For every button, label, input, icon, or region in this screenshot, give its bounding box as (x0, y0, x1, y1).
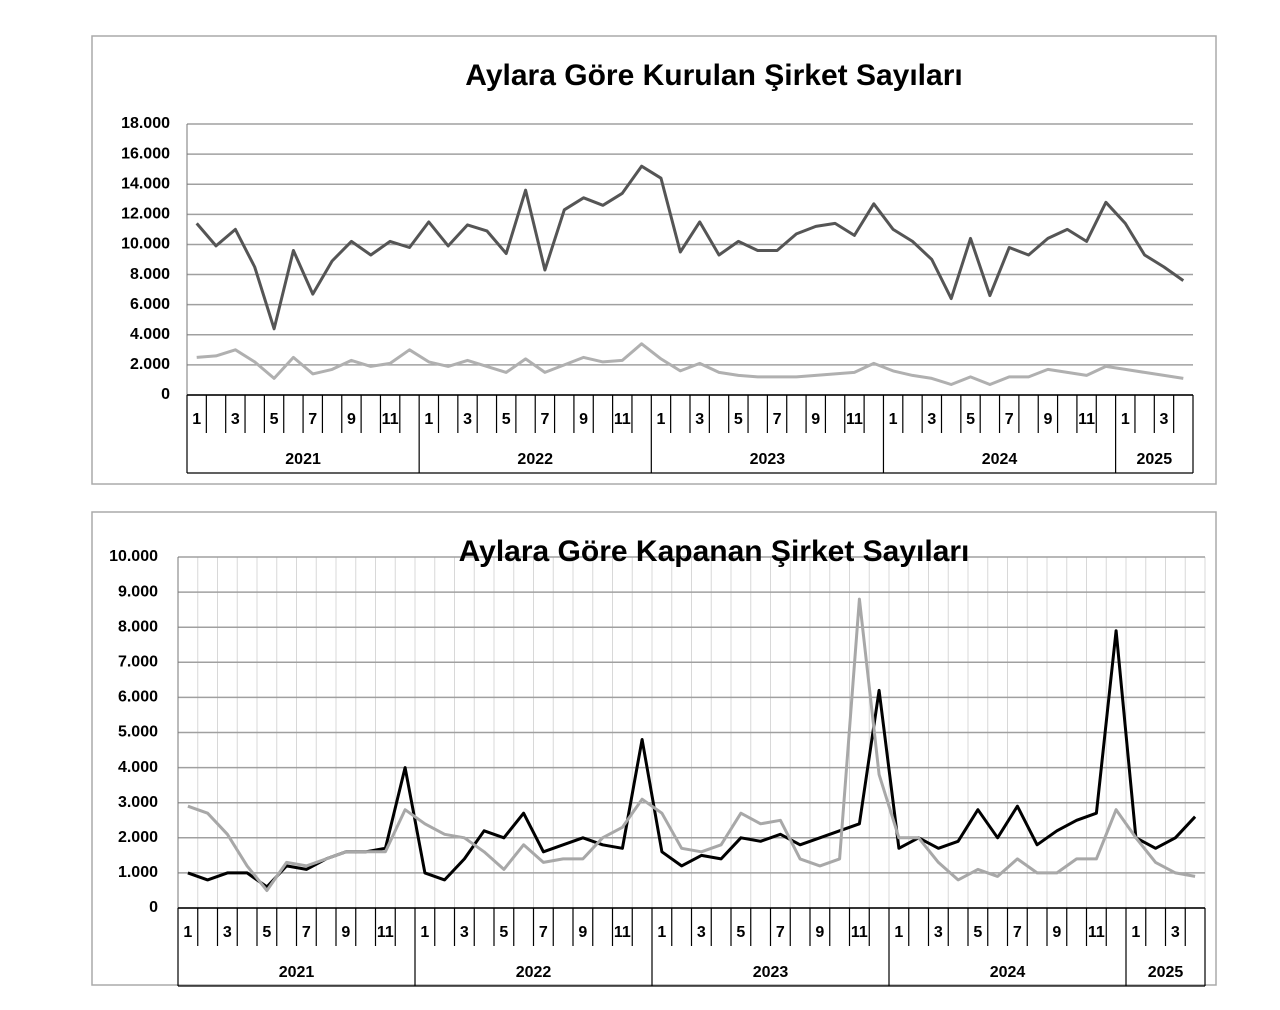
x-tick-label: 5 (502, 411, 511, 428)
y-tick-label: 0 (149, 899, 158, 916)
x-tick-label: 5 (973, 924, 982, 941)
x-tick-label: 1 (889, 411, 898, 428)
x-tick-label: 11 (1088, 924, 1105, 941)
y-tick-label: 6.000 (118, 689, 158, 706)
chart-title: Aylara Göre Kapanan Şirket Sayıları (459, 535, 970, 568)
x-tick-label: 5 (262, 924, 271, 941)
x-tick-label: 3 (697, 924, 706, 941)
x-tick-label: 7 (540, 411, 549, 428)
x-tick-label: 9 (1043, 411, 1052, 428)
x-tick-label: 11 (377, 924, 394, 941)
series-line (187, 597, 1196, 892)
y-tick-label: 5.000 (118, 724, 158, 741)
x-tick-label: 7 (776, 924, 785, 941)
x-tick-label: 5 (966, 411, 975, 428)
chart-frame (91, 35, 1217, 485)
x-group-label: 2021 (279, 964, 315, 981)
x-tick-label: 9 (578, 924, 587, 941)
x-tick-label: 7 (1005, 411, 1014, 428)
y-tick-label: 7.000 (118, 654, 158, 671)
x-tick-label: 3 (695, 411, 704, 428)
x-tick-label: 1 (1131, 924, 1140, 941)
x-tick-label: 1 (183, 924, 192, 941)
x-tick-label: 5 (736, 924, 745, 941)
x-tick-label: 3 (934, 924, 943, 941)
x-tick-label: 11 (851, 924, 868, 941)
chart-frame (91, 511, 1217, 986)
y-tick-label: 2.000 (130, 356, 170, 373)
x-group-label: 2022 (517, 451, 553, 468)
x-tick-label: 3 (460, 924, 469, 941)
y-tick-label: 18.000 (121, 115, 170, 132)
x-tick-label: 1 (657, 924, 666, 941)
x-tick-label: 1 (894, 924, 903, 941)
x-tick-label: 7 (302, 924, 311, 941)
x-tick-label: 7 (539, 924, 548, 941)
x-group-label: 2023 (750, 451, 786, 468)
y-tick-label: 1.000 (118, 864, 158, 881)
x-tick-label: 5 (734, 411, 743, 428)
x-tick-label: 11 (382, 411, 399, 428)
y-tick-label: 6.000 (130, 296, 170, 313)
y-tick-label: 2.000 (118, 829, 158, 846)
x-tick-label: 3 (463, 411, 472, 428)
x-tick-label: 1 (424, 411, 433, 428)
x-tick-label: 3 (1171, 924, 1180, 941)
x-group-label: 2023 (753, 964, 789, 981)
series-line (196, 342, 1184, 386)
y-tick-label: 4.000 (118, 759, 158, 776)
y-tick-label: 4.000 (130, 326, 170, 343)
x-group-label: 2025 (1148, 964, 1184, 981)
y-tick-label: 10.000 (121, 236, 170, 253)
x-group-label: 2024 (990, 964, 1026, 981)
chart-title: Aylara Göre Kurulan Şirket Sayıları (465, 59, 962, 92)
x-tick-label: 9 (347, 411, 356, 428)
x-tick-label: 7 (773, 411, 782, 428)
x-tick-label: 7 (308, 411, 317, 428)
y-tick-label: 14.000 (121, 175, 170, 192)
x-tick-label: 11 (846, 411, 863, 428)
y-tick-label: 3.000 (118, 794, 158, 811)
x-tick-label: 3 (223, 924, 232, 941)
x-tick-label: 5 (499, 924, 508, 941)
x-tick-label: 3 (1160, 411, 1169, 428)
x-tick-label: 9 (811, 411, 820, 428)
y-tick-label: 8.000 (118, 618, 158, 635)
x-group-label: 2021 (285, 451, 321, 468)
x-tick-label: 9 (579, 411, 588, 428)
x-tick-label: 1 (657, 411, 666, 428)
x-tick-label: 11 (614, 924, 631, 941)
y-tick-label: 9.000 (118, 583, 158, 600)
x-tick-label: 1 (192, 411, 201, 428)
x-tick-label: 5 (270, 411, 279, 428)
series-line (195, 164, 1185, 331)
y-tick-label: 16.000 (121, 145, 170, 162)
y-tick-label: 8.000 (130, 266, 170, 283)
x-group-label: 2022 (516, 964, 552, 981)
x-tick-label: 9 (341, 924, 350, 941)
y-tick-label: 12.000 (121, 206, 170, 223)
x-tick-label: 3 (231, 411, 240, 428)
x-tick-label: 11 (1078, 411, 1095, 428)
x-tick-label: 3 (927, 411, 936, 428)
y-tick-label: 0 (161, 386, 170, 403)
x-group-label: 2025 (1137, 451, 1173, 468)
x-tick-label: 11 (614, 411, 631, 428)
x-group-label: 2024 (982, 451, 1018, 468)
y-tick-label: 10.000 (109, 548, 158, 565)
x-tick-label: 1 (420, 924, 429, 941)
x-tick-label: 9 (1052, 924, 1061, 941)
x-tick-label: 9 (815, 924, 824, 941)
x-tick-label: 7 (1013, 924, 1022, 941)
x-tick-label: 1 (1121, 411, 1130, 428)
